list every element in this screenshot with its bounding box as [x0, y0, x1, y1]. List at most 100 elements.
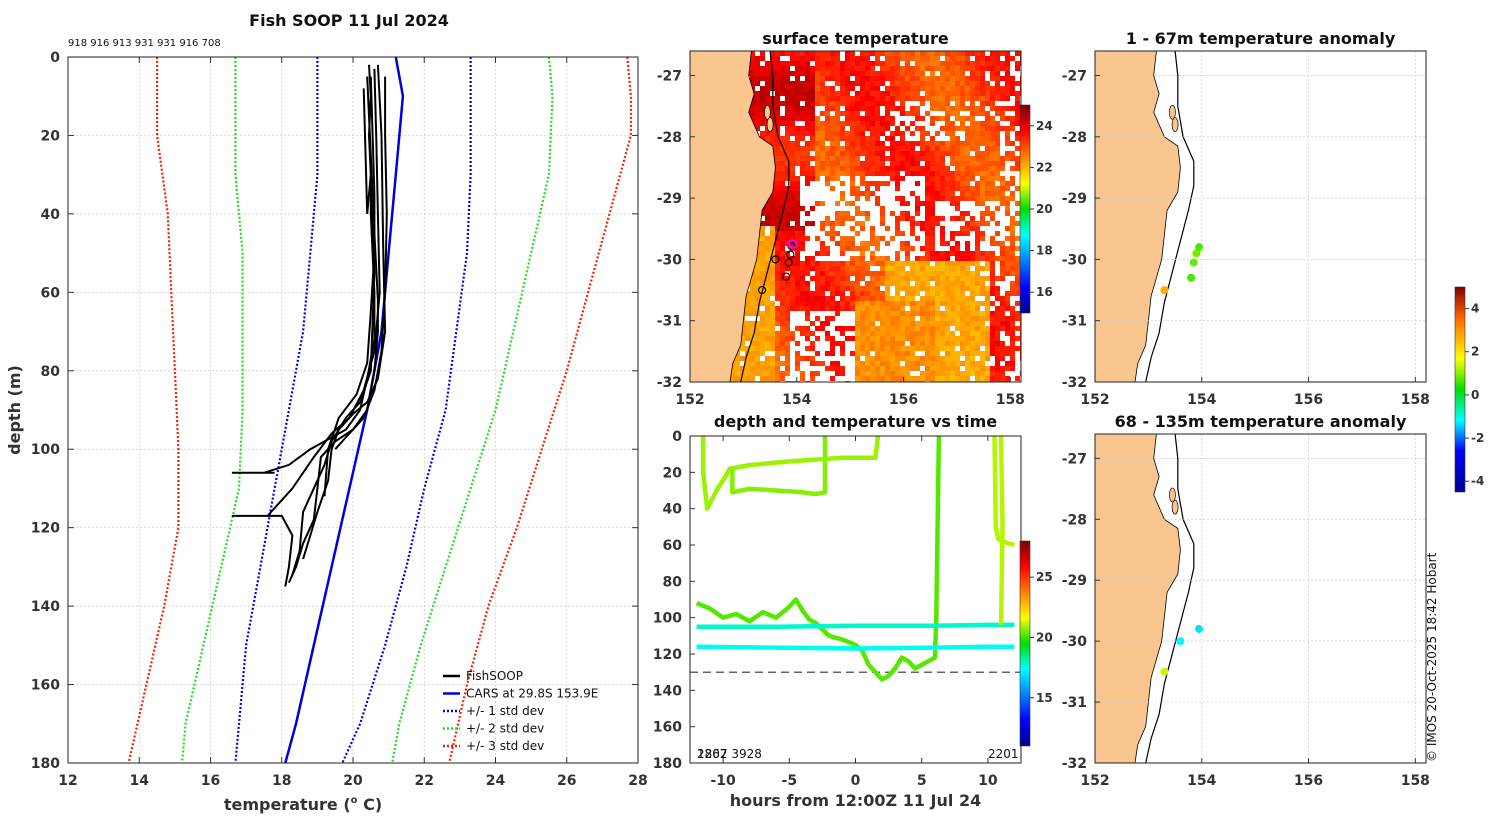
sst-pixel — [820, 136, 825, 141]
sst-pixel — [940, 76, 945, 81]
sst-pixel — [870, 311, 875, 316]
sst-pixel — [795, 156, 800, 161]
sst-pixel — [825, 151, 830, 156]
sst-pixel — [995, 121, 1000, 126]
sst-pixel — [765, 131, 770, 136]
sst-pixel — [980, 161, 985, 166]
sst-pixel — [960, 181, 965, 186]
sst-pixel — [940, 96, 945, 101]
sst-pixel — [910, 226, 915, 231]
sst-pixel — [945, 51, 950, 56]
sst-pixel — [865, 171, 870, 176]
sst-pixel — [930, 51, 935, 56]
sst-pixel — [905, 61, 910, 66]
sst-pixel — [990, 181, 995, 186]
sst-pixel — [815, 296, 820, 301]
sst-pixel — [840, 86, 845, 91]
sst-pixel — [950, 201, 955, 206]
sst-pixel — [780, 301, 785, 306]
sst-pixel — [815, 316, 820, 321]
sst-xtick-label: 156 — [889, 392, 918, 408]
sst-pixel — [900, 141, 905, 146]
sst-pixel — [995, 286, 1000, 291]
sst-pixel — [890, 296, 895, 301]
sst-pixel — [735, 371, 740, 376]
sst-pixel — [755, 296, 760, 301]
sst-pixel — [775, 356, 780, 361]
sst-pixel — [815, 361, 820, 366]
sst-pixel — [835, 61, 840, 66]
sst-pixel — [770, 366, 775, 371]
sst-pixel — [955, 261, 960, 266]
sst-pixel — [850, 136, 855, 141]
sst-pixel — [920, 326, 925, 331]
sst-pixel — [1015, 96, 1020, 101]
sst-pixel — [880, 101, 885, 106]
sst-pixel — [890, 281, 895, 286]
sst-pixel — [780, 196, 785, 201]
sst-pixel — [1000, 196, 1005, 201]
sst-pixel — [905, 356, 910, 361]
sst-pixel — [985, 276, 990, 281]
sst-pixel — [820, 326, 825, 331]
sst-pixel — [810, 56, 815, 61]
sst-pixel — [780, 281, 785, 286]
sst-pixel — [770, 331, 775, 336]
sst-pixel — [905, 166, 910, 171]
sst-pixel — [795, 326, 800, 331]
sst-pixel — [785, 316, 790, 321]
sst-pixel — [990, 266, 995, 271]
sst-pixel — [915, 56, 920, 61]
imos-credit: © IMOS 20-Oct-2025 18:42 Hobart — [1425, 552, 1439, 762]
sst-pixel — [1005, 96, 1010, 101]
sst-pixel — [810, 291, 815, 296]
sst-pixel — [900, 111, 905, 116]
sst-pixel — [750, 351, 755, 356]
sst-pixel — [805, 311, 810, 316]
sst-pixel — [955, 266, 960, 271]
sst-pixel — [795, 161, 800, 166]
sst-pixel — [900, 201, 905, 206]
sst-pixel — [895, 81, 900, 86]
sst-pixel — [940, 376, 945, 381]
sst-pixel — [910, 146, 915, 151]
sst-pixel — [945, 166, 950, 171]
sst-pixel — [860, 131, 865, 136]
sst-colorbar-label: 16 — [1036, 285, 1053, 299]
sst-pixel — [895, 146, 900, 151]
sst-pixel — [815, 171, 820, 176]
anom-shallow-xtick-label: 152 — [1080, 392, 1109, 408]
profile-xtick-label: 12 — [58, 773, 77, 789]
sst-pixel — [860, 106, 865, 111]
sst-pixel — [950, 76, 955, 81]
sst-pixel — [990, 281, 995, 286]
sst-pixel — [815, 81, 820, 86]
sst-pixel — [990, 161, 995, 166]
sst-pixel — [825, 266, 830, 271]
sst-pixel — [815, 176, 820, 181]
sst-pixel — [990, 131, 995, 136]
sst-pixel — [830, 91, 835, 96]
sst-pixel — [890, 276, 895, 281]
sst-pixel — [755, 256, 760, 261]
sst-pixel — [950, 191, 955, 196]
sst-pixel — [875, 301, 880, 306]
sst-pixel — [770, 286, 775, 291]
sst-pixel — [870, 346, 875, 351]
sst-pixel — [910, 271, 915, 276]
sst-pixel — [810, 256, 815, 261]
sst-pixel — [990, 321, 995, 326]
sst-pixel — [785, 71, 790, 76]
sst-pixel — [810, 331, 815, 336]
sst-pixel — [890, 366, 895, 371]
sst-pixel — [875, 371, 880, 376]
sst-pixel — [900, 261, 905, 266]
sst-pixel — [795, 56, 800, 61]
sst-pixel — [985, 251, 990, 256]
sst-pixel — [805, 316, 810, 321]
sst-pixel — [950, 266, 955, 271]
sst-pixel — [840, 251, 845, 256]
sst-pixel — [775, 86, 780, 91]
sst-pixel — [885, 111, 890, 116]
sst-ytick-label: -32 — [657, 375, 682, 391]
